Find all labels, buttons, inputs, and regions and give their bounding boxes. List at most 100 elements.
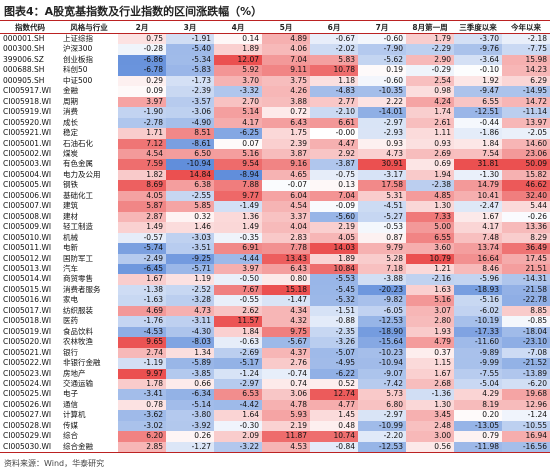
value-cell: 5.16 (406, 295, 454, 306)
value-cell: -0.50 (214, 274, 262, 285)
label-cell: CI005025.WI (3, 389, 52, 399)
value-cell: 4.77 (310, 399, 358, 411)
value-cell: 6.43 (262, 117, 310, 129)
column-header: 8月第一周 (406, 20, 454, 34)
label-cell: 000905.SH (3, 75, 45, 85)
table-row: CI005009.WI 轻工制造 1.49 1.46 1.49 4.04 2.19 -0.53… (0, 222, 550, 233)
value-cell: 4.73 (166, 305, 214, 317)
label-cell: CI005018.WI (3, 316, 52, 326)
value-cell: -0.28 (118, 44, 166, 55)
value-cell: -7.55 (454, 368, 502, 379)
value-cell: 3.97 (214, 263, 262, 275)
value-cell: -3.17 (358, 169, 406, 181)
value-cell: -21.58 (502, 284, 550, 296)
value-cell: -3.57 (166, 96, 214, 108)
value-cell: 15.18 (262, 284, 310, 296)
value-cell: -0.85 (502, 316, 550, 327)
value-cell: 7.67 (214, 284, 262, 296)
value-cell: -2.35 (310, 326, 358, 338)
value-cell: 8.29 (502, 232, 550, 244)
value-cell: -3.03 (166, 232, 214, 244)
table-row: CI005918.WI 周期 3.97 -3.57 2.70 3.88 2.77 2.22 4.… (0, 96, 550, 108)
label-cell: 科创50 (63, 65, 88, 75)
value-cell: 1.49 (118, 222, 166, 233)
column-header: 2月 (118, 20, 166, 34)
value-cell: -11.14 (502, 107, 550, 118)
table-row: CI005029.WI 综合 6.20 0.26 2.09 11.87 10.74 -2.20… (0, 431, 550, 442)
value-cell: -3.70 (454, 33, 502, 45)
column-header: 7月 (358, 20, 406, 34)
label-cell: 创业板指 (63, 54, 93, 64)
value-cell: 1.71 (118, 128, 166, 139)
value-cell: -5.96 (454, 274, 502, 285)
value-cell: -0.55 (214, 295, 262, 306)
label-cell: CI005001.WI (3, 138, 52, 148)
value-cell: 2.62 (214, 305, 262, 317)
value-cell: -5.45 (310, 284, 358, 296)
value-cell: 1.46 (166, 222, 214, 233)
label-cell: 金融 (63, 86, 78, 96)
value-cell: 1.74 (406, 107, 454, 118)
value-cell: -1.47 (262, 295, 310, 306)
label-cell: 机械 (63, 232, 78, 242)
value-cell: -13.05 (454, 420, 502, 432)
value-cell: 9.54 (214, 159, 262, 170)
value-cell: 6.43 (262, 263, 310, 275)
label-cell: 国防军工 (63, 253, 93, 263)
value-cell: -2.97 (358, 117, 406, 129)
value-cell: 5.28 (358, 253, 406, 264)
table-row: CI005012.WI 国防军工 -2.49 -9.25 -4.44 13.43 1.89 5… (0, 253, 550, 264)
value-cell: 4.85 (406, 190, 454, 202)
table-row: CI005001.WI 石油石化 7.12 -8.61 0.07 2.39 4.47 0.93… (0, 138, 550, 149)
value-cell: 6.20 (118, 431, 166, 442)
table-row: CI005027.WI 计算机 -3.62 -3.80 1.64 5.93 1.45 -2.9… (0, 410, 550, 421)
value-cell: -5.89 (166, 358, 214, 369)
label-cell: 食品饮料 (63, 326, 93, 336)
label-cell: CI005920.WI (3, 117, 52, 127)
label-cell: 电新 (63, 243, 78, 253)
value-cell: 6.91 (214, 243, 262, 254)
value-cell: 2.61 (406, 117, 454, 129)
table-row: CI005007.WI 建筑 5.87 5.85 -1.49 4.54 -0.09 -4.51… (0, 201, 550, 212)
value-cell: -6.25 (214, 128, 262, 139)
table-row: 399006.SZ 创业板指 -6.86 -5.34 12.07 7.04 5.83 -5.6… (0, 54, 550, 66)
value-cell: 2.48 (406, 420, 454, 432)
label-cell: 钢铁 (63, 180, 78, 190)
value-cell: 6.29 (502, 75, 550, 87)
value-cell: -10.94 (166, 159, 214, 170)
value-cell: 6.80 (358, 399, 406, 411)
value-cell: 5.73 (358, 389, 406, 400)
value-cell: -0.44 (454, 117, 502, 129)
value-cell: 2.54 (406, 75, 454, 87)
value-cell: -0.57 (118, 232, 166, 244)
value-cell: -21.52 (502, 358, 550, 369)
value-cell: -0.10 (454, 65, 502, 76)
label-cell: CI005030.WI (0, 441, 60, 454)
label-cell: 沪深300 (63, 44, 93, 54)
label-cell: CI005917.WI (3, 86, 52, 96)
label-cell: 电力及公用 (63, 169, 101, 179)
value-cell: 2.70 (214, 96, 262, 108)
value-cell: -3.41 (118, 389, 166, 400)
value-cell: -1.19 (118, 358, 166, 369)
value-cell: 9.77 (214, 190, 262, 202)
value-cell: 4.05 (310, 232, 358, 244)
value-cell: -18.04 (502, 326, 550, 338)
value-cell: -0.00 (310, 128, 358, 139)
value-cell: -1.24 (502, 410, 550, 421)
value-cell: 17.58 (358, 180, 406, 191)
value-cell: -5.83 (166, 65, 214, 76)
value-cell: 6.55 (454, 96, 502, 108)
value-cell: -7.08 (502, 347, 550, 359)
value-cell: 0.72 (262, 107, 310, 118)
value-cell: -3.85 (166, 368, 214, 379)
value-cell: -3.11 (166, 316, 214, 327)
table-row: CI005008.WI 建材 2.87 0.32 1.36 3.37 -5.60 -5.27 7… (0, 211, 550, 223)
value-cell: 13.36 (502, 222, 550, 233)
value-cell: 4.73 (358, 148, 406, 160)
table-row: 000905.SH 中证500 0.29 -1.73 3.70 3.75 1.18 -0.60… (0, 75, 550, 87)
value-cell: 46.62 (502, 180, 550, 191)
label-cell: CI005008.WI (3, 211, 52, 221)
value-cell: 7.88 (214, 180, 262, 191)
value-cell: 0.32 (166, 211, 214, 223)
